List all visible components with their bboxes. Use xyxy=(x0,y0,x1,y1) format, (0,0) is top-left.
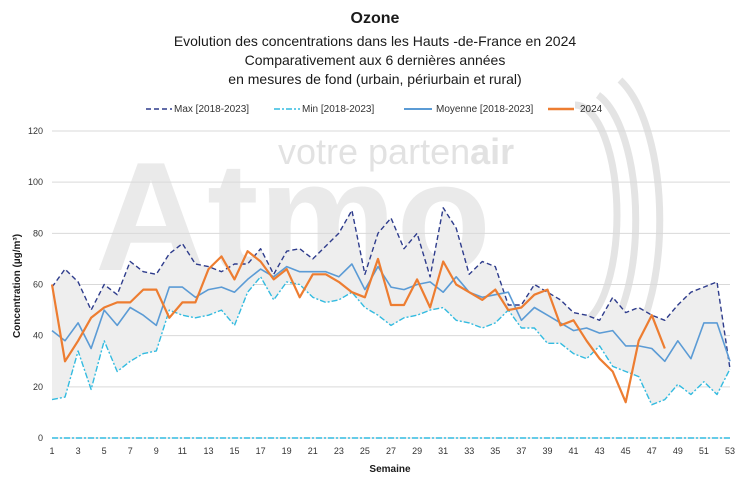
x-tick-label: 43 xyxy=(595,446,605,456)
y-tick-label: 40 xyxy=(33,331,43,341)
x-tick-labels: 1 3 5 7 9 11 13 15 17 19 21 23 25 27 29 31 33 35 37 39 41 43 4… xyxy=(49,446,735,456)
x-tick-label: 23 xyxy=(334,446,344,456)
x-tick-label: 7 xyxy=(128,446,133,456)
x-tick-label: 9 xyxy=(154,446,159,456)
x-tick-label: 29 xyxy=(412,446,422,456)
x-tick-label: 33 xyxy=(464,446,474,456)
x-tick-label: 25 xyxy=(360,446,370,456)
x-tick-label: 39 xyxy=(542,446,552,456)
x-tick-label: 51 xyxy=(699,446,709,456)
min-max-band xyxy=(52,207,730,405)
x-tick-label: 17 xyxy=(256,446,266,456)
y-tick-label: 120 xyxy=(28,126,43,136)
series-line-moyenne xyxy=(51,263,731,363)
y-tick-label: 100 xyxy=(28,177,43,187)
y-tick-label: 60 xyxy=(33,280,43,290)
chart-subtitle-line-2: Comparativement aux 6 dernières années xyxy=(245,52,506,68)
legend-label-2024: 2024 xyxy=(580,104,603,115)
x-tick-label: 19 xyxy=(282,446,292,456)
series-line-max xyxy=(51,207,731,370)
legend-label-min: Min [2018-2023] xyxy=(302,104,374,115)
x-tick-label: 37 xyxy=(516,446,526,456)
watermark-tagline-suffix: air xyxy=(470,131,514,172)
series-lines xyxy=(50,207,731,439)
watermark-tagline: votre partenair xyxy=(278,131,514,172)
y-tick-label: 0 xyxy=(38,433,43,443)
x-tick-label: 27 xyxy=(386,446,396,456)
x-tick-label: 21 xyxy=(308,446,318,456)
x-tick-label: 3 xyxy=(76,446,81,456)
watermark-tagline-prefix: votre parten xyxy=(278,131,470,172)
x-tick-label: 45 xyxy=(621,446,631,456)
y-axis-title: Concentration (µg/m³) xyxy=(12,234,23,338)
x-tick-label: 11 xyxy=(178,446,187,456)
chart-subtitle-line-1: Evolution des concentrations dans les Ha… xyxy=(174,33,577,49)
chart-title: Ozone xyxy=(351,10,400,27)
x-tick-label: 13 xyxy=(203,446,213,456)
x-axis-title: Semaine xyxy=(369,464,411,475)
y-tick-labels: 0 20 40 60 80 100 120 xyxy=(28,126,43,443)
y-tick-label: 20 xyxy=(33,382,43,392)
x-tick-label: 5 xyxy=(102,446,107,456)
x-tick-label: 41 xyxy=(569,446,579,456)
x-tick-label: 15 xyxy=(230,446,240,456)
x-tick-label: 53 xyxy=(725,446,735,456)
x-tick-label: 1 xyxy=(49,446,54,456)
x-tick-label: 47 xyxy=(647,446,657,456)
x-tick-label: 31 xyxy=(438,446,448,456)
legend: Max [2018-2023] Min [2018-2023] Moyenne … xyxy=(146,104,603,115)
series-line-2024 xyxy=(50,250,666,404)
legend-label-max: Max [2018-2023] xyxy=(174,104,249,115)
y-tick-label: 80 xyxy=(33,228,43,238)
chart-subtitle-line-3: en mesures de fond (urbain, périurbain e… xyxy=(228,71,521,87)
x-tick-label: 35 xyxy=(490,446,500,456)
series-line-min xyxy=(51,276,731,406)
x-tick-label: 49 xyxy=(673,446,683,456)
legend-label-moyenne: Moyenne [2018-2023] xyxy=(436,104,534,115)
watermark-arc-1 xyxy=(574,101,621,329)
